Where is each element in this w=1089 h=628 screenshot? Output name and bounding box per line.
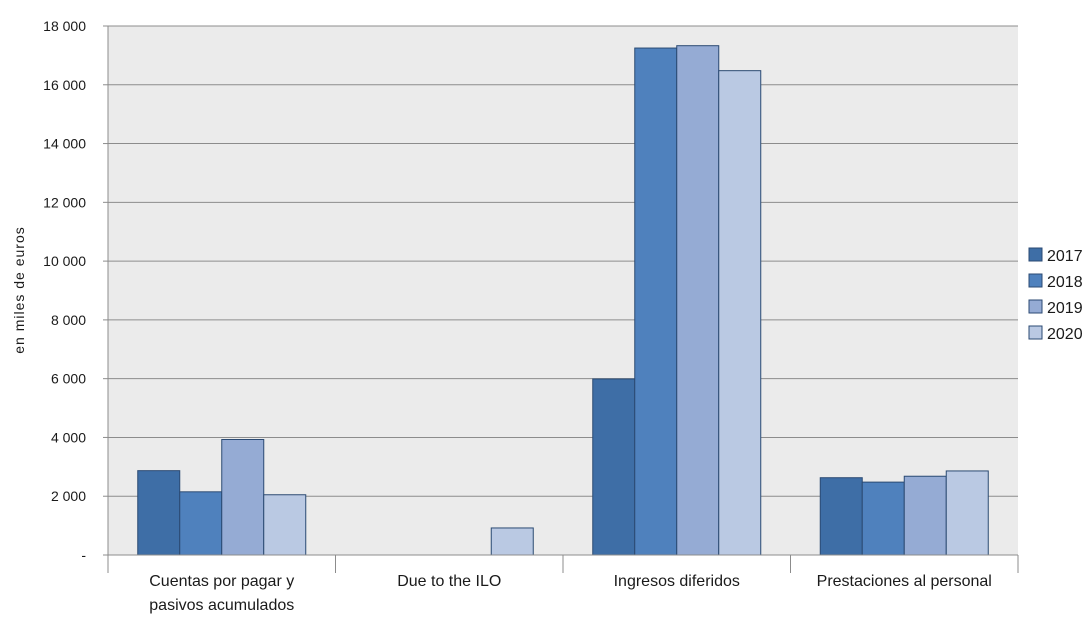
y-tick-labels: - 2 000 4 000 6 000 8 000 10 000 12 000 14 000 1… [43, 18, 86, 563]
legend-swatch-2019 [1028, 299, 1043, 314]
x-category-labels: Cuentas por pagar y pasivos acumulados Due… [149, 573, 992, 614]
y-axis-label: en miles de euros [11, 226, 27, 354]
bar-2019 [221, 439, 265, 556]
bar-2020 [945, 470, 989, 556]
bar-2017 [137, 470, 181, 556]
x-category-label: Due to the ILO [397, 573, 501, 590]
bar-2017 [819, 477, 863, 556]
x-category-label: Prestaciones al personal [817, 573, 992, 590]
legend-label: 2017 [1047, 248, 1083, 265]
y-tick-label: 8 000 [51, 312, 86, 328]
bar-2020 [263, 494, 307, 556]
bar-2019 [903, 475, 947, 556]
legend-swatch-2018 [1028, 273, 1043, 288]
legend-swatch-2020 [1028, 325, 1043, 340]
y-tick-label: 10 000 [43, 253, 86, 269]
x-category-label: Cuentas por pagar y [149, 573, 294, 590]
bar-2020 [490, 527, 534, 556]
legend-label: 2018 [1047, 274, 1083, 291]
axes [103, 25, 1019, 573]
y-tick-label: 12 000 [43, 194, 86, 210]
y-tick-label: - [81, 547, 86, 563]
y-tick-label: 14 000 [43, 136, 86, 152]
bar-2019 [676, 45, 720, 556]
bar-2018 [634, 47, 678, 556]
legend-label: 2020 [1047, 326, 1083, 343]
bars [137, 45, 989, 556]
x-category-label: Ingresos diferidos [614, 573, 740, 590]
x-category-label: pasivos acumulados [149, 597, 294, 614]
bar-2018 [179, 491, 223, 556]
y-tick-label: 6 000 [51, 371, 86, 387]
y-tick-label: 2 000 [51, 488, 86, 504]
y-tick-label: 4 000 [51, 429, 86, 445]
y-tick-label: 16 000 [43, 77, 86, 93]
bar-2018 [861, 481, 905, 556]
legend-swatch-2017 [1028, 247, 1043, 262]
bar-2020 [718, 70, 762, 556]
y-tick-label: 18 000 [43, 18, 86, 34]
bar-2017 [592, 378, 636, 556]
legend-label: 2019 [1047, 300, 1083, 317]
legend: 2017 2018 2019 2020 [1028, 247, 1083, 343]
